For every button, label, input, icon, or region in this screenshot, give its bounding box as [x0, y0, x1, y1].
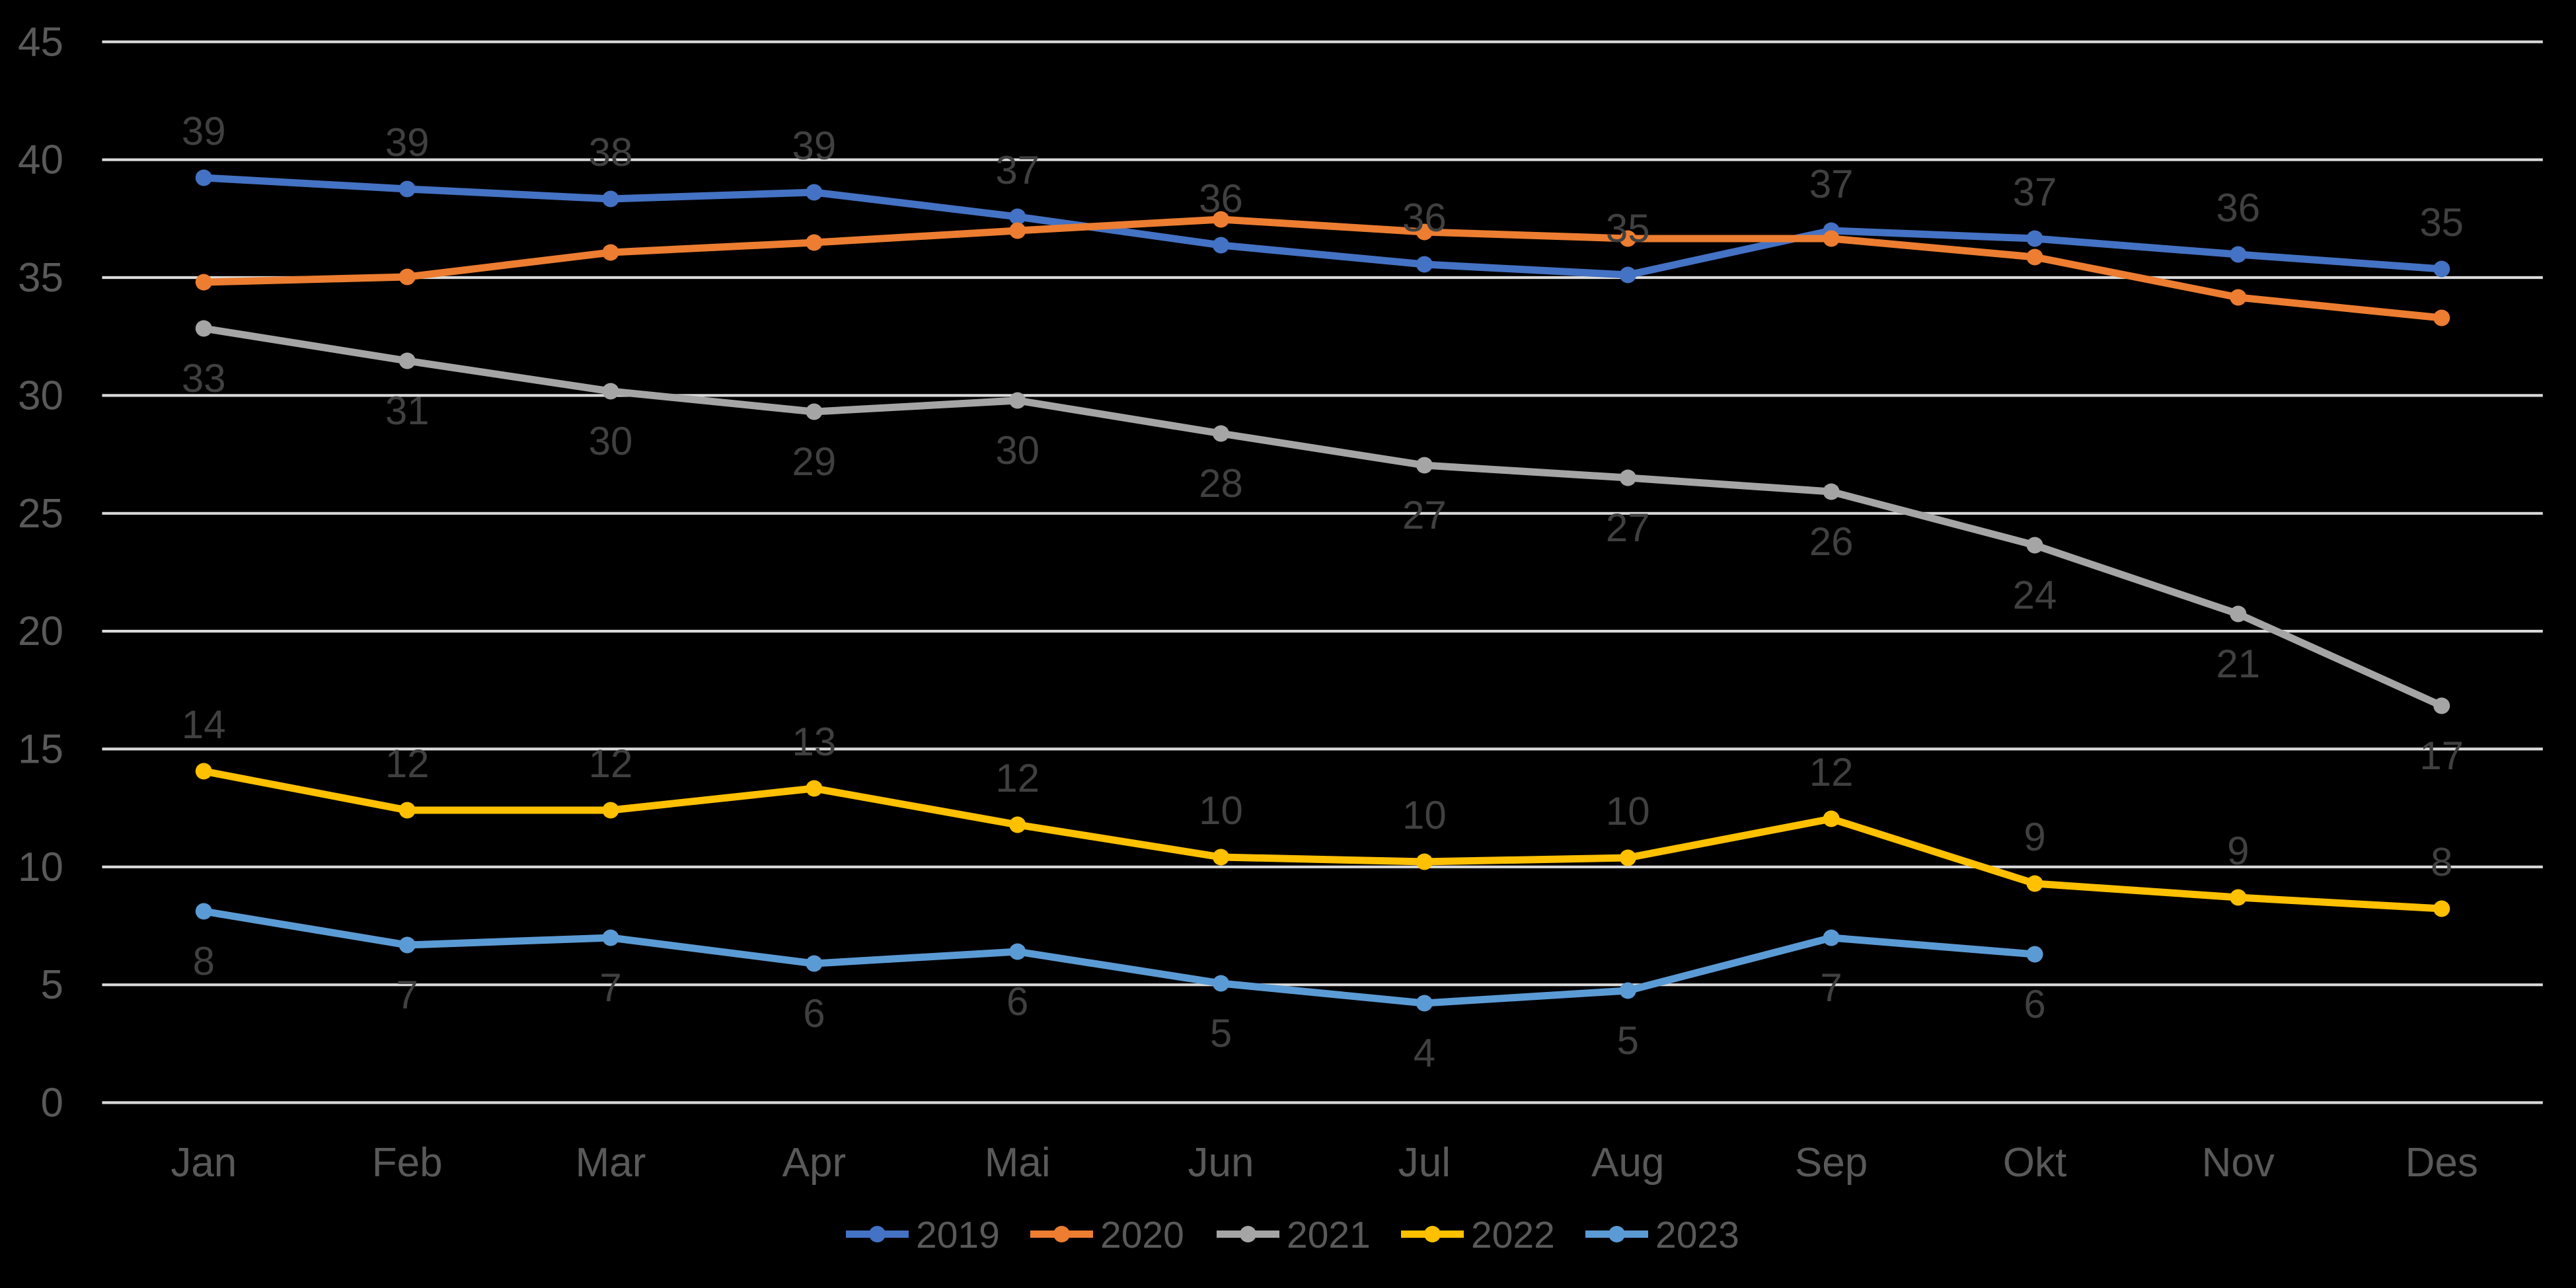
svg-text:8: 8 — [2431, 840, 2452, 884]
svg-text:17: 17 — [2419, 734, 2464, 778]
svg-text:14: 14 — [182, 702, 226, 747]
svg-text:2020: 2020 — [1100, 1214, 1184, 1256]
svg-text:Sep: Sep — [1795, 1140, 1868, 1186]
svg-text:7: 7 — [599, 966, 621, 1010]
svg-text:33: 33 — [182, 356, 226, 400]
svg-text:39: 39 — [385, 120, 430, 165]
svg-text:13: 13 — [792, 720, 837, 764]
svg-text:45: 45 — [18, 19, 63, 65]
svg-text:Jun: Jun — [1188, 1140, 1254, 1186]
svg-text:Nov: Nov — [2202, 1140, 2275, 1186]
svg-text:38: 38 — [589, 130, 633, 174]
svg-text:27: 27 — [1606, 506, 1650, 550]
svg-text:5: 5 — [1210, 1011, 1232, 1055]
svg-text:31: 31 — [385, 389, 430, 433]
svg-text:29: 29 — [792, 439, 837, 484]
svg-text:20: 20 — [18, 609, 63, 654]
svg-text:30: 30 — [18, 373, 63, 418]
svg-text:Jul: Jul — [1398, 1140, 1451, 1186]
svg-text:37: 37 — [1809, 162, 1854, 206]
svg-text:12: 12 — [1809, 750, 1854, 794]
svg-text:12: 12 — [995, 756, 1040, 800]
svg-text:Mai: Mai — [985, 1140, 1051, 1186]
svg-text:0: 0 — [41, 1080, 63, 1126]
svg-text:30: 30 — [589, 419, 633, 463]
svg-text:Feb: Feb — [372, 1140, 443, 1186]
svg-text:10: 10 — [1606, 789, 1650, 833]
svg-text:6: 6 — [803, 991, 825, 1036]
svg-text:40: 40 — [18, 137, 63, 183]
svg-text:7: 7 — [1820, 966, 1842, 1010]
svg-text:36: 36 — [1199, 176, 1243, 221]
svg-text:36: 36 — [2216, 186, 2260, 230]
svg-text:26: 26 — [1809, 519, 1854, 564]
svg-text:Okt: Okt — [2003, 1140, 2066, 1186]
svg-text:27: 27 — [1402, 493, 1447, 537]
svg-text:12: 12 — [589, 741, 633, 786]
svg-text:2022: 2022 — [1471, 1214, 1555, 1256]
svg-text:37: 37 — [995, 148, 1040, 192]
svg-text:2019: 2019 — [916, 1214, 1000, 1256]
svg-text:25: 25 — [18, 491, 63, 537]
svg-text:35: 35 — [18, 255, 63, 301]
svg-text:21: 21 — [2216, 642, 2260, 686]
svg-text:Apr: Apr — [782, 1140, 846, 1186]
svg-text:37: 37 — [2013, 170, 2057, 214]
svg-text:10: 10 — [18, 845, 63, 890]
svg-text:Aug: Aug — [1591, 1140, 1664, 1186]
svg-text:4: 4 — [1414, 1031, 1435, 1075]
svg-text:9: 9 — [2227, 829, 2249, 873]
svg-text:30: 30 — [995, 428, 1040, 473]
svg-text:10: 10 — [1402, 793, 1447, 837]
svg-text:35: 35 — [2419, 200, 2464, 245]
svg-text:8: 8 — [193, 939, 215, 983]
svg-text:5: 5 — [1617, 1018, 1639, 1063]
svg-text:12: 12 — [385, 741, 430, 786]
svg-text:39: 39 — [792, 124, 837, 168]
svg-text:2021: 2021 — [1287, 1214, 1371, 1256]
svg-text:Jan: Jan — [170, 1140, 237, 1186]
svg-text:24: 24 — [2013, 573, 2057, 617]
svg-text:35: 35 — [1606, 206, 1650, 250]
svg-text:10: 10 — [1199, 788, 1243, 833]
svg-text:6: 6 — [1006, 979, 1028, 1024]
svg-text:Mar: Mar — [576, 1140, 646, 1186]
svg-text:39: 39 — [182, 109, 226, 153]
svg-text:7: 7 — [397, 973, 418, 1017]
svg-text:36: 36 — [1402, 196, 1447, 240]
svg-text:6: 6 — [2024, 982, 2045, 1026]
svg-text:9: 9 — [2024, 815, 2045, 859]
svg-text:5: 5 — [41, 962, 63, 1008]
svg-text:Des: Des — [2406, 1140, 2478, 1186]
svg-text:28: 28 — [1199, 461, 1243, 506]
svg-text:15: 15 — [18, 726, 63, 772]
svg-text:2023: 2023 — [1655, 1214, 1739, 1256]
